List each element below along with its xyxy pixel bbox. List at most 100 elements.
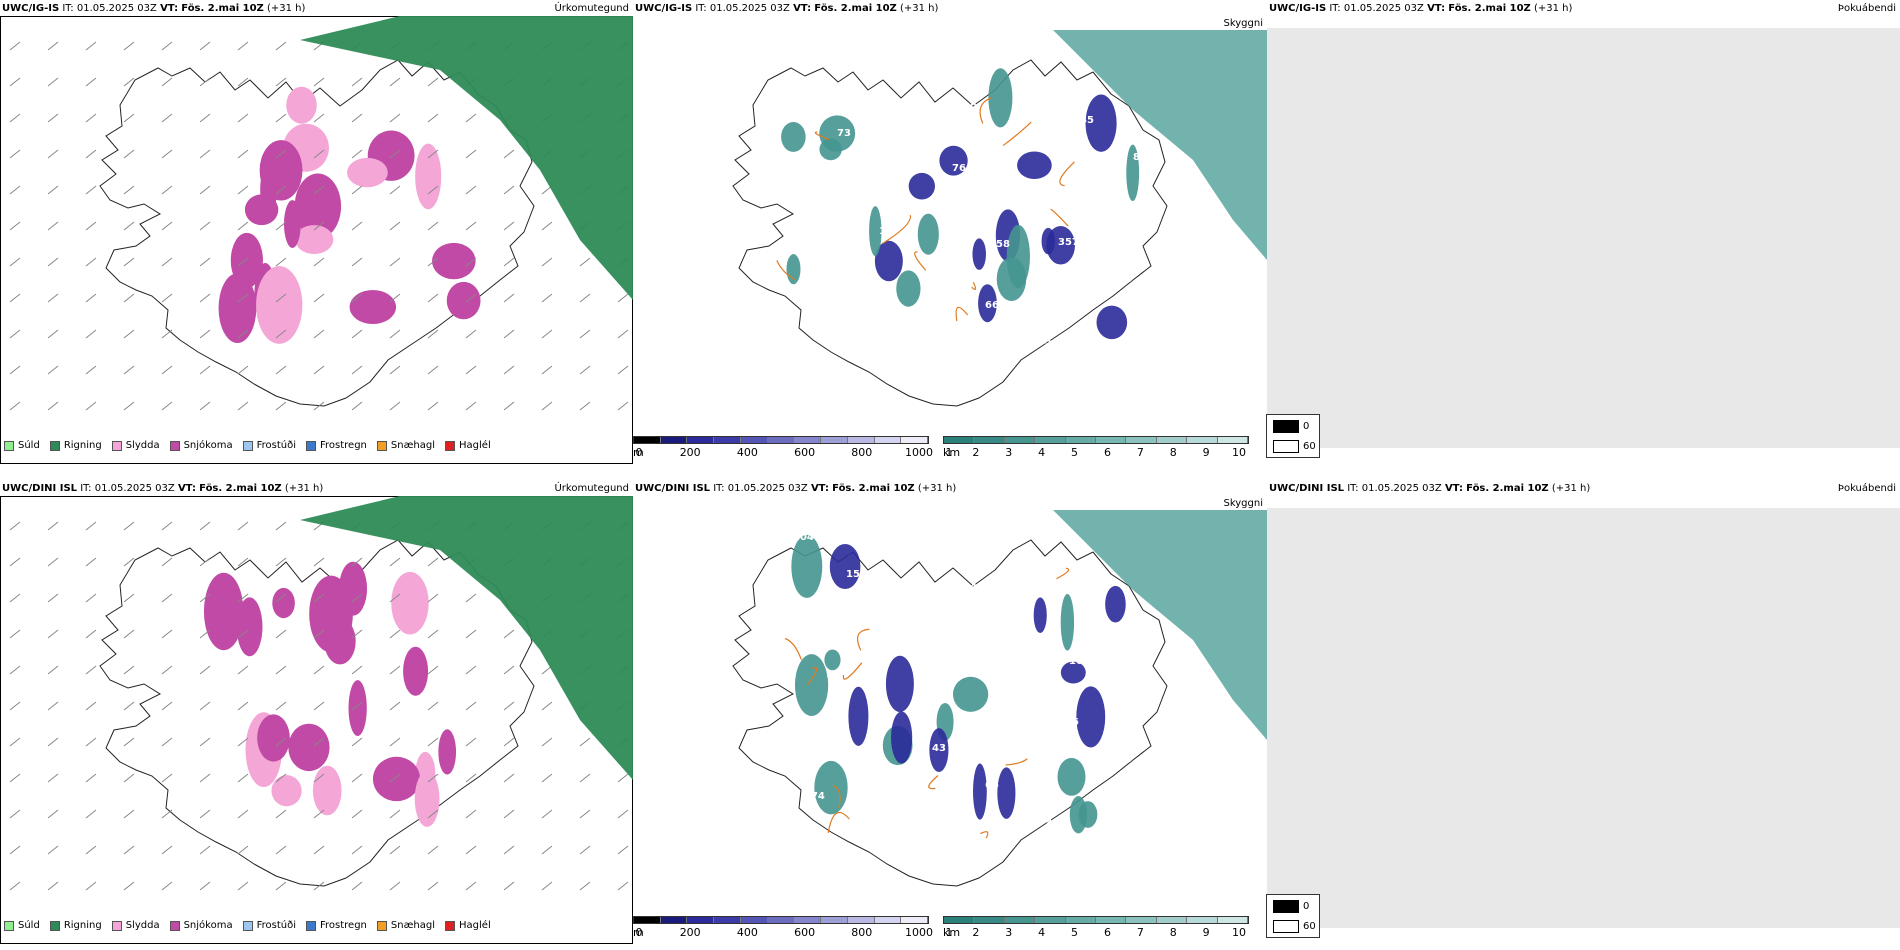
wind-barb <box>427 77 439 87</box>
road-line <box>882 215 911 245</box>
wind-barb <box>465 629 477 639</box>
wind-barb <box>465 665 477 675</box>
wind-barb <box>503 257 515 267</box>
wind-barb <box>389 773 401 783</box>
rain-area <box>300 496 633 780</box>
colorbar-tick: 200 <box>679 446 701 459</box>
cloud-base-area <box>1017 151 1052 180</box>
wind-barb <box>199 773 211 783</box>
cloud-base-area <box>952 676 989 712</box>
map-layer <box>99 59 535 407</box>
colorbar-strip <box>943 436 1249 444</box>
colorbar-cell <box>1065 917 1097 923</box>
legend-label: Frostregn <box>320 440 367 451</box>
wind-barb <box>427 629 439 639</box>
wind-barb <box>237 845 249 855</box>
wind-barb <box>275 257 287 267</box>
colorbar-cell <box>1004 917 1036 923</box>
wind-barb <box>465 773 477 783</box>
wind-barb <box>351 593 363 603</box>
wind-barb <box>617 329 629 339</box>
wind-barb <box>313 293 325 303</box>
cloud-base-area <box>814 760 848 815</box>
colorbar-strip <box>943 916 1249 924</box>
visibility-label: 87 <box>943 202 957 213</box>
wind-barb <box>161 257 173 267</box>
road-line <box>842 662 863 680</box>
legend-label: Súld <box>18 440 40 451</box>
visibility-colorbar: km 1 2 3 4 5 6 7 8 9 10 <box>943 916 1263 940</box>
colorbar-tick: 1 <box>945 446 953 459</box>
wind-barb <box>199 113 211 123</box>
wind-barb <box>47 293 59 303</box>
wind-barb <box>579 809 591 819</box>
wind-barb <box>389 809 401 819</box>
wind-barb <box>161 773 173 783</box>
precip-panel-top: UWC/IG-IS IT: 01.05.2025 03Z VT: Fös. 2.… <box>0 0 633 470</box>
legend-item: Haglél <box>445 920 491 931</box>
wind-barb <box>579 401 591 411</box>
cloud-base-area <box>781 121 806 152</box>
colorbar-tick: 0 <box>635 926 643 939</box>
wind-barb <box>503 185 515 195</box>
wind-barb <box>237 329 249 339</box>
colorbar-cell <box>1096 917 1127 923</box>
wind-barb <box>9 401 21 411</box>
visibility-label: 174 <box>952 643 973 654</box>
cloud-base-area <box>1076 686 1106 748</box>
wind-barb <box>427 113 439 123</box>
wind-barb <box>9 113 21 123</box>
wind-barb <box>199 665 211 675</box>
wind-barb <box>123 221 135 231</box>
wind-barb <box>389 845 401 855</box>
colorbar-cell <box>1126 437 1157 443</box>
visibility-label: 73 <box>837 128 851 139</box>
colorbar-cell <box>660 917 688 923</box>
colorbar-cell <box>1156 917 1188 923</box>
wind-barb <box>161 557 173 567</box>
visibility-label: 108 <box>868 767 889 778</box>
wind-barb <box>275 77 287 87</box>
wind-barb <box>579 329 591 339</box>
snow-area <box>438 729 457 775</box>
wind-barb <box>85 221 97 231</box>
wind-barb <box>85 881 97 891</box>
snow-area <box>324 618 356 665</box>
colorbar-cell <box>1096 437 1127 443</box>
legend-item: Frostúði <box>242 440 296 451</box>
wind-barb <box>237 521 249 531</box>
low-visibility-area <box>1053 30 1267 260</box>
visibility-label: 357 <box>1058 237 1079 248</box>
colorbar-tick: 6 <box>1103 926 1111 939</box>
road-line <box>914 251 927 271</box>
colorbar-tick: 7 <box>1136 926 1144 939</box>
legend-item: Súld <box>4 920 40 931</box>
wind-barb <box>503 845 515 855</box>
wind-barb <box>9 41 21 51</box>
wind-barb <box>313 557 325 567</box>
wind-barb <box>351 113 363 123</box>
visibility-label: 48 <box>921 324 935 335</box>
wind-barb <box>541 365 553 375</box>
wind-barb <box>351 329 363 339</box>
wind-barb <box>161 185 173 195</box>
wind-barb <box>85 629 97 639</box>
wind-barb <box>617 401 629 411</box>
legend-swatch <box>376 920 387 931</box>
wind-barb <box>9 845 21 855</box>
wind-barb <box>161 845 173 855</box>
wind-barb <box>465 737 477 747</box>
panel-title: Úrkomutegund <box>554 483 629 494</box>
wind-barb <box>503 701 515 711</box>
wind-barb <box>123 329 135 339</box>
wind-barb <box>275 221 287 231</box>
colorbar-cell <box>944 917 975 923</box>
wind-barb <box>199 845 211 855</box>
wind-barb <box>47 881 59 891</box>
wind-barb <box>9 773 21 783</box>
wind-barb <box>427 665 439 675</box>
wind-barb <box>465 293 477 303</box>
wind-barb <box>351 221 363 231</box>
wind-barb <box>237 701 249 711</box>
map-layer <box>99 539 535 887</box>
